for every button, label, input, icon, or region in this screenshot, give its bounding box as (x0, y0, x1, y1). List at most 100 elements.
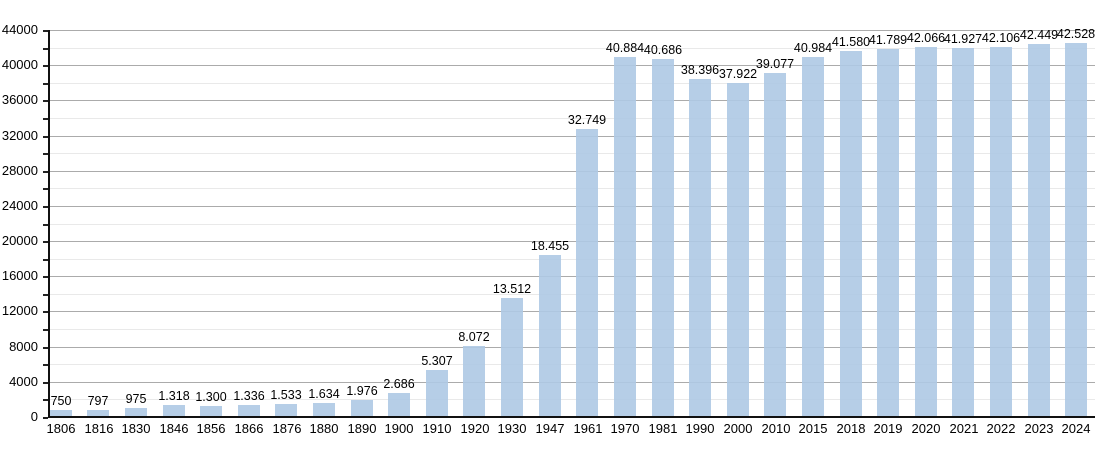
y-axis-tick-label: 0 (30, 409, 38, 424)
y-axis-line (48, 30, 50, 418)
bar-value-label: 39.077 (755, 57, 795, 71)
bar-value-label: 41.789 (868, 33, 908, 47)
x-axis-tick-label: 1920 (460, 421, 490, 436)
x-axis-tick-label: 1830 (121, 421, 151, 436)
bar-value-label: 41.580 (831, 35, 871, 49)
y-axis-tick-label: 8000 (9, 339, 38, 354)
y-gridline-minor (49, 364, 1095, 365)
y-axis-tick (43, 118, 48, 120)
y-axis-tick (43, 399, 48, 401)
x-axis-tick-label: 1866 (234, 421, 264, 436)
bar (275, 404, 297, 417)
bar-value-label: 40.686 (643, 43, 683, 57)
bar-value-label: 1.634 (308, 387, 340, 401)
x-axis-tick-label: 1890 (347, 421, 377, 436)
y-gridline-minor (49, 118, 1095, 119)
bar (877, 49, 899, 417)
y-axis-tick (43, 153, 48, 155)
bar (952, 48, 974, 417)
x-axis-tick-label: 1981 (648, 421, 678, 436)
y-axis-tick-label: 24000 (1, 198, 38, 213)
x-axis-tick-label: 2024 (1061, 421, 1091, 436)
bar (125, 408, 147, 417)
bar (313, 403, 335, 417)
bar (1065, 43, 1087, 417)
y-axis-tick (43, 100, 48, 102)
y-axis-tick (43, 171, 48, 173)
y-gridline-major (49, 241, 1095, 242)
bar (840, 51, 862, 417)
bar (802, 57, 824, 417)
bar-value-label: 1.976 (346, 384, 378, 398)
x-axis-tick-label: 1947 (535, 421, 565, 436)
x-axis-tick-label: 2019 (873, 421, 903, 436)
bar (87, 410, 109, 417)
bar (351, 400, 373, 417)
y-axis-tick-label: 44000 (1, 22, 38, 37)
x-axis-tick-label: 2023 (1024, 421, 1054, 436)
bar-value-label: 797 (87, 394, 109, 408)
bar (1028, 44, 1050, 417)
y-axis-tick (43, 276, 48, 278)
bar-value-label: 13.512 (492, 282, 532, 296)
bar (990, 47, 1012, 417)
y-axis-tick (43, 311, 48, 313)
x-axis-tick-label: 1846 (159, 421, 189, 436)
y-gridline-minor (49, 48, 1095, 49)
x-axis-tick-label: 1856 (196, 421, 226, 436)
y-axis-tick (43, 382, 48, 384)
x-axis-tick-label: 2022 (986, 421, 1016, 436)
bar (576, 129, 598, 417)
y-gridline-major (49, 347, 1095, 348)
y-gridline-minor (49, 224, 1095, 225)
bar-value-label: 1.300 (195, 390, 227, 404)
bar (539, 255, 561, 417)
bar-value-label: 42.449 (1019, 28, 1059, 42)
bar-value-label: 42.066 (906, 31, 946, 45)
bar (388, 393, 410, 417)
y-gridline-minor (49, 188, 1095, 189)
bar (727, 83, 749, 417)
y-gridline-minor (49, 294, 1095, 295)
bar-value-label: 1.533 (270, 388, 302, 402)
y-axis-tick-label: 12000 (1, 303, 38, 318)
x-axis-tick-label: 1900 (384, 421, 414, 436)
x-axis-tick-label: 2018 (836, 421, 866, 436)
x-axis-tick-label: 1961 (573, 421, 603, 436)
bar (50, 410, 72, 417)
x-axis-tick-label: 1910 (422, 421, 452, 436)
bar (426, 370, 448, 417)
bar-value-label: 975 (125, 392, 147, 406)
x-axis-tick-label: 2021 (949, 421, 979, 436)
bar (463, 346, 485, 417)
x-axis-tick-label: 2010 (761, 421, 791, 436)
x-axis-tick-label: 1970 (610, 421, 640, 436)
bar-value-label: 1.318 (158, 389, 190, 403)
y-gridline-minor (49, 329, 1095, 330)
y-axis-tick (43, 206, 48, 208)
bar-value-label: 750 (50, 394, 72, 408)
y-axis-tick (43, 241, 48, 243)
bar-value-label: 42.528 (1056, 27, 1096, 41)
x-axis-tick-label: 1876 (272, 421, 302, 436)
y-axis-tick (43, 259, 48, 261)
y-gridline-major (49, 171, 1095, 172)
x-axis-tick-label: 1806 (46, 421, 76, 436)
x-axis-tick-label: 1930 (497, 421, 527, 436)
bar (238, 405, 260, 417)
bar-value-label: 38.396 (680, 63, 720, 77)
y-gridline-minor (49, 259, 1095, 260)
bar-value-label: 37.922 (718, 67, 758, 81)
y-axis-tick-label: 4000 (9, 374, 38, 389)
y-gridline-major (49, 206, 1095, 207)
y-gridline-major (49, 276, 1095, 277)
y-axis-tick (43, 417, 48, 419)
x-axis-tick-label: 1990 (685, 421, 715, 436)
bar-value-label: 41.927 (943, 32, 983, 46)
y-axis-tick (43, 136, 48, 138)
bar (501, 298, 523, 417)
y-axis-tick (43, 364, 48, 366)
bar-value-label: 8.072 (458, 330, 490, 344)
bar-value-label: 40.984 (793, 41, 833, 55)
bar-value-label: 18.455 (530, 239, 570, 253)
